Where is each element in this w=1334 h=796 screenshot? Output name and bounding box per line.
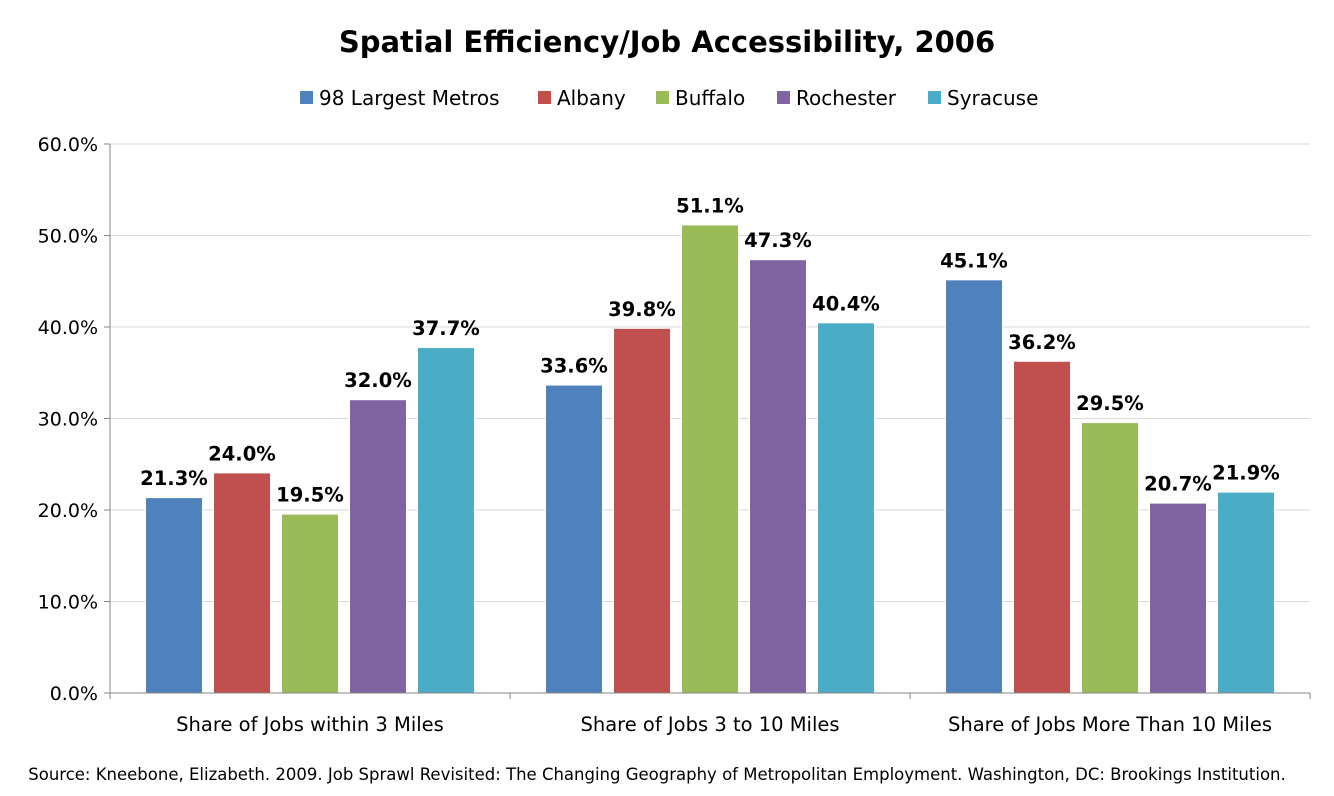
bar	[214, 473, 270, 693]
legend-label: Buffalo	[675, 86, 745, 110]
x-category-label: Share of Jobs More Than 10 Miles	[948, 713, 1272, 736]
data-label: 47.3%	[744, 229, 812, 252]
data-label: 21.9%	[1212, 462, 1280, 485]
data-label: 40.4%	[812, 292, 880, 315]
y-tick-label: 20.0%	[38, 500, 98, 522]
data-label: 32.0%	[344, 369, 412, 392]
legend-label: 98 Largest Metros	[319, 86, 500, 110]
y-tick-label: 60.0%	[38, 134, 98, 156]
data-labels: 21.3%24.0%19.5% 32.0% 37.7% 33.6% 39.8% 51.1%…	[140, 194, 1280, 506]
legend-label: Albany	[557, 86, 626, 110]
bar	[282, 514, 338, 693]
data-label: 20.7%	[1144, 473, 1212, 496]
source-note: Source: Kneebone, Elizabeth. 2009. Job S…	[28, 765, 1286, 784]
legend-swatch	[777, 91, 790, 104]
legend-label: Rochester	[796, 86, 897, 110]
data-label: 19.5%	[276, 484, 344, 507]
bar	[946, 280, 1002, 693]
bar	[546, 385, 602, 693]
bar	[146, 498, 202, 693]
bars	[145, 224, 1275, 693]
data-label: 29.5%	[1076, 392, 1144, 415]
y-axis: 0.0% 10.0% 20.0% 30.0% 40.0% 50.0% 60.0%	[38, 134, 111, 705]
y-tick-label: 0.0%	[50, 683, 98, 705]
bar	[350, 400, 406, 693]
bar	[614, 328, 670, 693]
y-tick-label: 30.0%	[38, 409, 98, 431]
legend-swatch	[538, 91, 551, 104]
y-tick-label: 40.0%	[38, 317, 98, 339]
legend: 98 Largest Metros Albany Buffalo Rochester S…	[300, 86, 1038, 110]
data-label: 33.6%	[540, 355, 608, 378]
y-tick-label: 50.0%	[38, 226, 98, 248]
bar	[682, 225, 738, 693]
bar	[750, 260, 806, 693]
legend-swatch	[928, 91, 941, 104]
data-label: 45.1%	[940, 249, 1008, 272]
bar	[818, 323, 874, 693]
bar	[1082, 423, 1138, 693]
bar	[1014, 361, 1070, 693]
bar	[1150, 503, 1206, 693]
legend-label: Syracuse	[947, 86, 1038, 110]
bar	[418, 348, 474, 693]
data-label: 51.1%	[676, 194, 744, 217]
bar	[1218, 492, 1274, 693]
y-tick-label: 10.0%	[38, 592, 98, 614]
data-label: 37.7%	[412, 317, 480, 340]
x-axis: Share of Jobs within 3 Miles Share of Job…	[109, 692, 1311, 736]
data-label: 24.0%	[208, 442, 276, 465]
data-label: 36.2%	[1008, 331, 1076, 354]
data-label: 21.3%	[140, 467, 208, 490]
x-category-label: Share of Jobs within 3 Miles	[176, 713, 444, 736]
legend-swatch	[656, 91, 669, 104]
x-category-label: Share of Jobs 3 to 10 Miles	[580, 713, 839, 736]
chart-title: Spatial Efficiency/Job Accessibility, 20…	[339, 25, 995, 59]
legend-swatch	[300, 91, 313, 104]
data-label: 39.8%	[608, 298, 676, 321]
